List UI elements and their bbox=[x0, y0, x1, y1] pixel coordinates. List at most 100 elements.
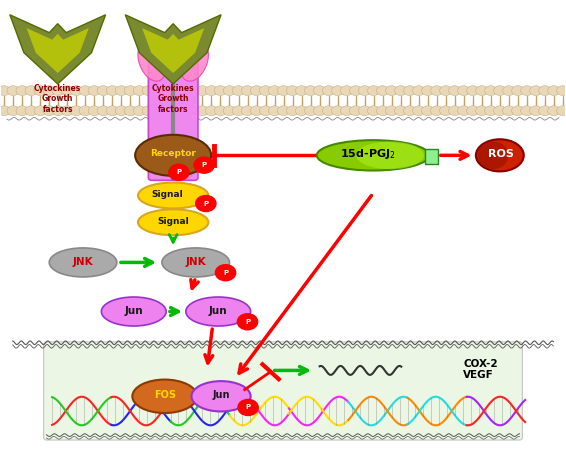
Text: Receptor: Receptor bbox=[150, 149, 196, 158]
Ellipse shape bbox=[138, 209, 208, 235]
Ellipse shape bbox=[162, 248, 229, 277]
Circle shape bbox=[160, 106, 173, 116]
Circle shape bbox=[503, 86, 515, 96]
Ellipse shape bbox=[356, 141, 424, 169]
Circle shape bbox=[404, 86, 416, 96]
Circle shape bbox=[557, 106, 566, 116]
Circle shape bbox=[232, 106, 245, 116]
Circle shape bbox=[404, 106, 416, 116]
Circle shape bbox=[440, 86, 452, 96]
Circle shape bbox=[539, 106, 551, 116]
Circle shape bbox=[503, 106, 515, 116]
Circle shape bbox=[7, 86, 19, 96]
Circle shape bbox=[61, 86, 74, 96]
Circle shape bbox=[133, 86, 145, 96]
Circle shape bbox=[115, 86, 127, 96]
Ellipse shape bbox=[476, 139, 524, 172]
Text: ROS: ROS bbox=[488, 150, 514, 159]
Circle shape bbox=[286, 86, 299, 96]
Circle shape bbox=[323, 106, 335, 116]
Circle shape bbox=[431, 86, 443, 96]
Circle shape bbox=[238, 400, 258, 415]
Circle shape bbox=[133, 106, 145, 116]
Circle shape bbox=[34, 86, 46, 96]
Circle shape bbox=[52, 106, 65, 116]
Circle shape bbox=[196, 195, 216, 211]
Polygon shape bbox=[125, 15, 221, 84]
Circle shape bbox=[194, 157, 215, 173]
Circle shape bbox=[169, 164, 189, 180]
Circle shape bbox=[70, 106, 83, 116]
Circle shape bbox=[340, 106, 353, 116]
Circle shape bbox=[548, 106, 560, 116]
Circle shape bbox=[79, 86, 92, 96]
Circle shape bbox=[160, 86, 173, 96]
Circle shape bbox=[277, 106, 290, 116]
Circle shape bbox=[16, 86, 28, 96]
Circle shape bbox=[376, 86, 389, 96]
Circle shape bbox=[466, 86, 479, 96]
Circle shape bbox=[115, 106, 127, 116]
Circle shape bbox=[512, 106, 524, 116]
Circle shape bbox=[521, 106, 533, 116]
Circle shape bbox=[457, 106, 470, 116]
Circle shape bbox=[494, 86, 506, 96]
Circle shape bbox=[484, 86, 497, 96]
Circle shape bbox=[475, 106, 488, 116]
Ellipse shape bbox=[478, 141, 509, 169]
Circle shape bbox=[340, 86, 353, 96]
Circle shape bbox=[494, 106, 506, 116]
Circle shape bbox=[250, 86, 263, 96]
Circle shape bbox=[187, 86, 200, 96]
Circle shape bbox=[241, 106, 254, 116]
Circle shape bbox=[332, 106, 344, 116]
Circle shape bbox=[413, 86, 425, 96]
Circle shape bbox=[385, 86, 398, 96]
Ellipse shape bbox=[317, 140, 430, 171]
Text: Jun: Jun bbox=[209, 306, 228, 316]
Circle shape bbox=[457, 86, 470, 96]
Circle shape bbox=[349, 86, 362, 96]
Circle shape bbox=[34, 106, 46, 116]
Circle shape bbox=[151, 106, 164, 116]
Circle shape bbox=[178, 106, 191, 116]
Circle shape bbox=[431, 106, 443, 116]
Ellipse shape bbox=[101, 297, 166, 326]
Ellipse shape bbox=[135, 135, 211, 176]
Text: Jun: Jun bbox=[125, 306, 143, 316]
Circle shape bbox=[224, 106, 235, 116]
Circle shape bbox=[142, 106, 155, 116]
Circle shape bbox=[0, 106, 10, 116]
Ellipse shape bbox=[132, 379, 197, 413]
Circle shape bbox=[449, 106, 461, 116]
Circle shape bbox=[376, 106, 389, 116]
Circle shape bbox=[295, 106, 308, 116]
Circle shape bbox=[224, 86, 235, 96]
Circle shape bbox=[385, 106, 398, 116]
Circle shape bbox=[349, 106, 362, 116]
Circle shape bbox=[323, 86, 335, 96]
Circle shape bbox=[358, 106, 371, 116]
Ellipse shape bbox=[138, 183, 208, 208]
Circle shape bbox=[205, 86, 218, 96]
Circle shape bbox=[169, 86, 182, 96]
Circle shape bbox=[106, 86, 118, 96]
Circle shape bbox=[16, 106, 28, 116]
Circle shape bbox=[187, 106, 200, 116]
Ellipse shape bbox=[166, 40, 180, 66]
Circle shape bbox=[521, 86, 533, 96]
Text: P: P bbox=[176, 169, 181, 175]
Circle shape bbox=[395, 106, 407, 116]
Circle shape bbox=[124, 86, 136, 96]
Text: 15d-PGJ$_2$: 15d-PGJ$_2$ bbox=[340, 147, 395, 162]
Circle shape bbox=[250, 106, 263, 116]
Text: Cytockines
Growth
factors: Cytockines Growth factors bbox=[34, 84, 82, 114]
Circle shape bbox=[79, 106, 92, 116]
Circle shape bbox=[475, 86, 488, 96]
Circle shape bbox=[557, 86, 566, 96]
Circle shape bbox=[151, 86, 164, 96]
Circle shape bbox=[0, 86, 10, 96]
Circle shape bbox=[268, 106, 281, 116]
Ellipse shape bbox=[49, 248, 117, 277]
Circle shape bbox=[97, 86, 110, 96]
